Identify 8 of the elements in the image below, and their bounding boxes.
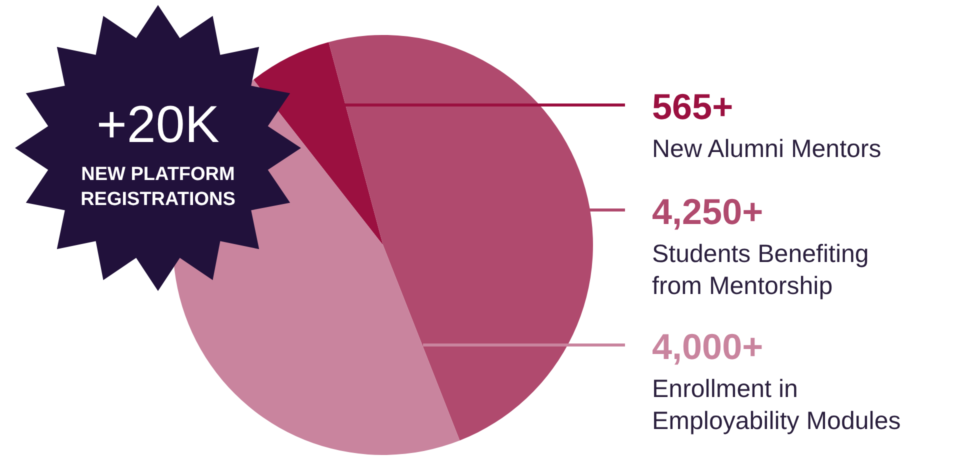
slice-label: Enrollment in Employability Modules bbox=[652, 375, 901, 435]
text: +20K bbox=[96, 96, 220, 154]
text: NEW PLATFORM REGISTRATIONS bbox=[80, 164, 236, 210]
slice-label: New Alumni Mentors bbox=[652, 135, 882, 163]
data-label: 4,000+ bbox=[652, 326, 764, 367]
data-label: 4,250+ bbox=[652, 191, 764, 232]
data-label: 565+ bbox=[652, 86, 734, 127]
slice-label: Students Benefiting from Mentorship bbox=[652, 240, 869, 300]
